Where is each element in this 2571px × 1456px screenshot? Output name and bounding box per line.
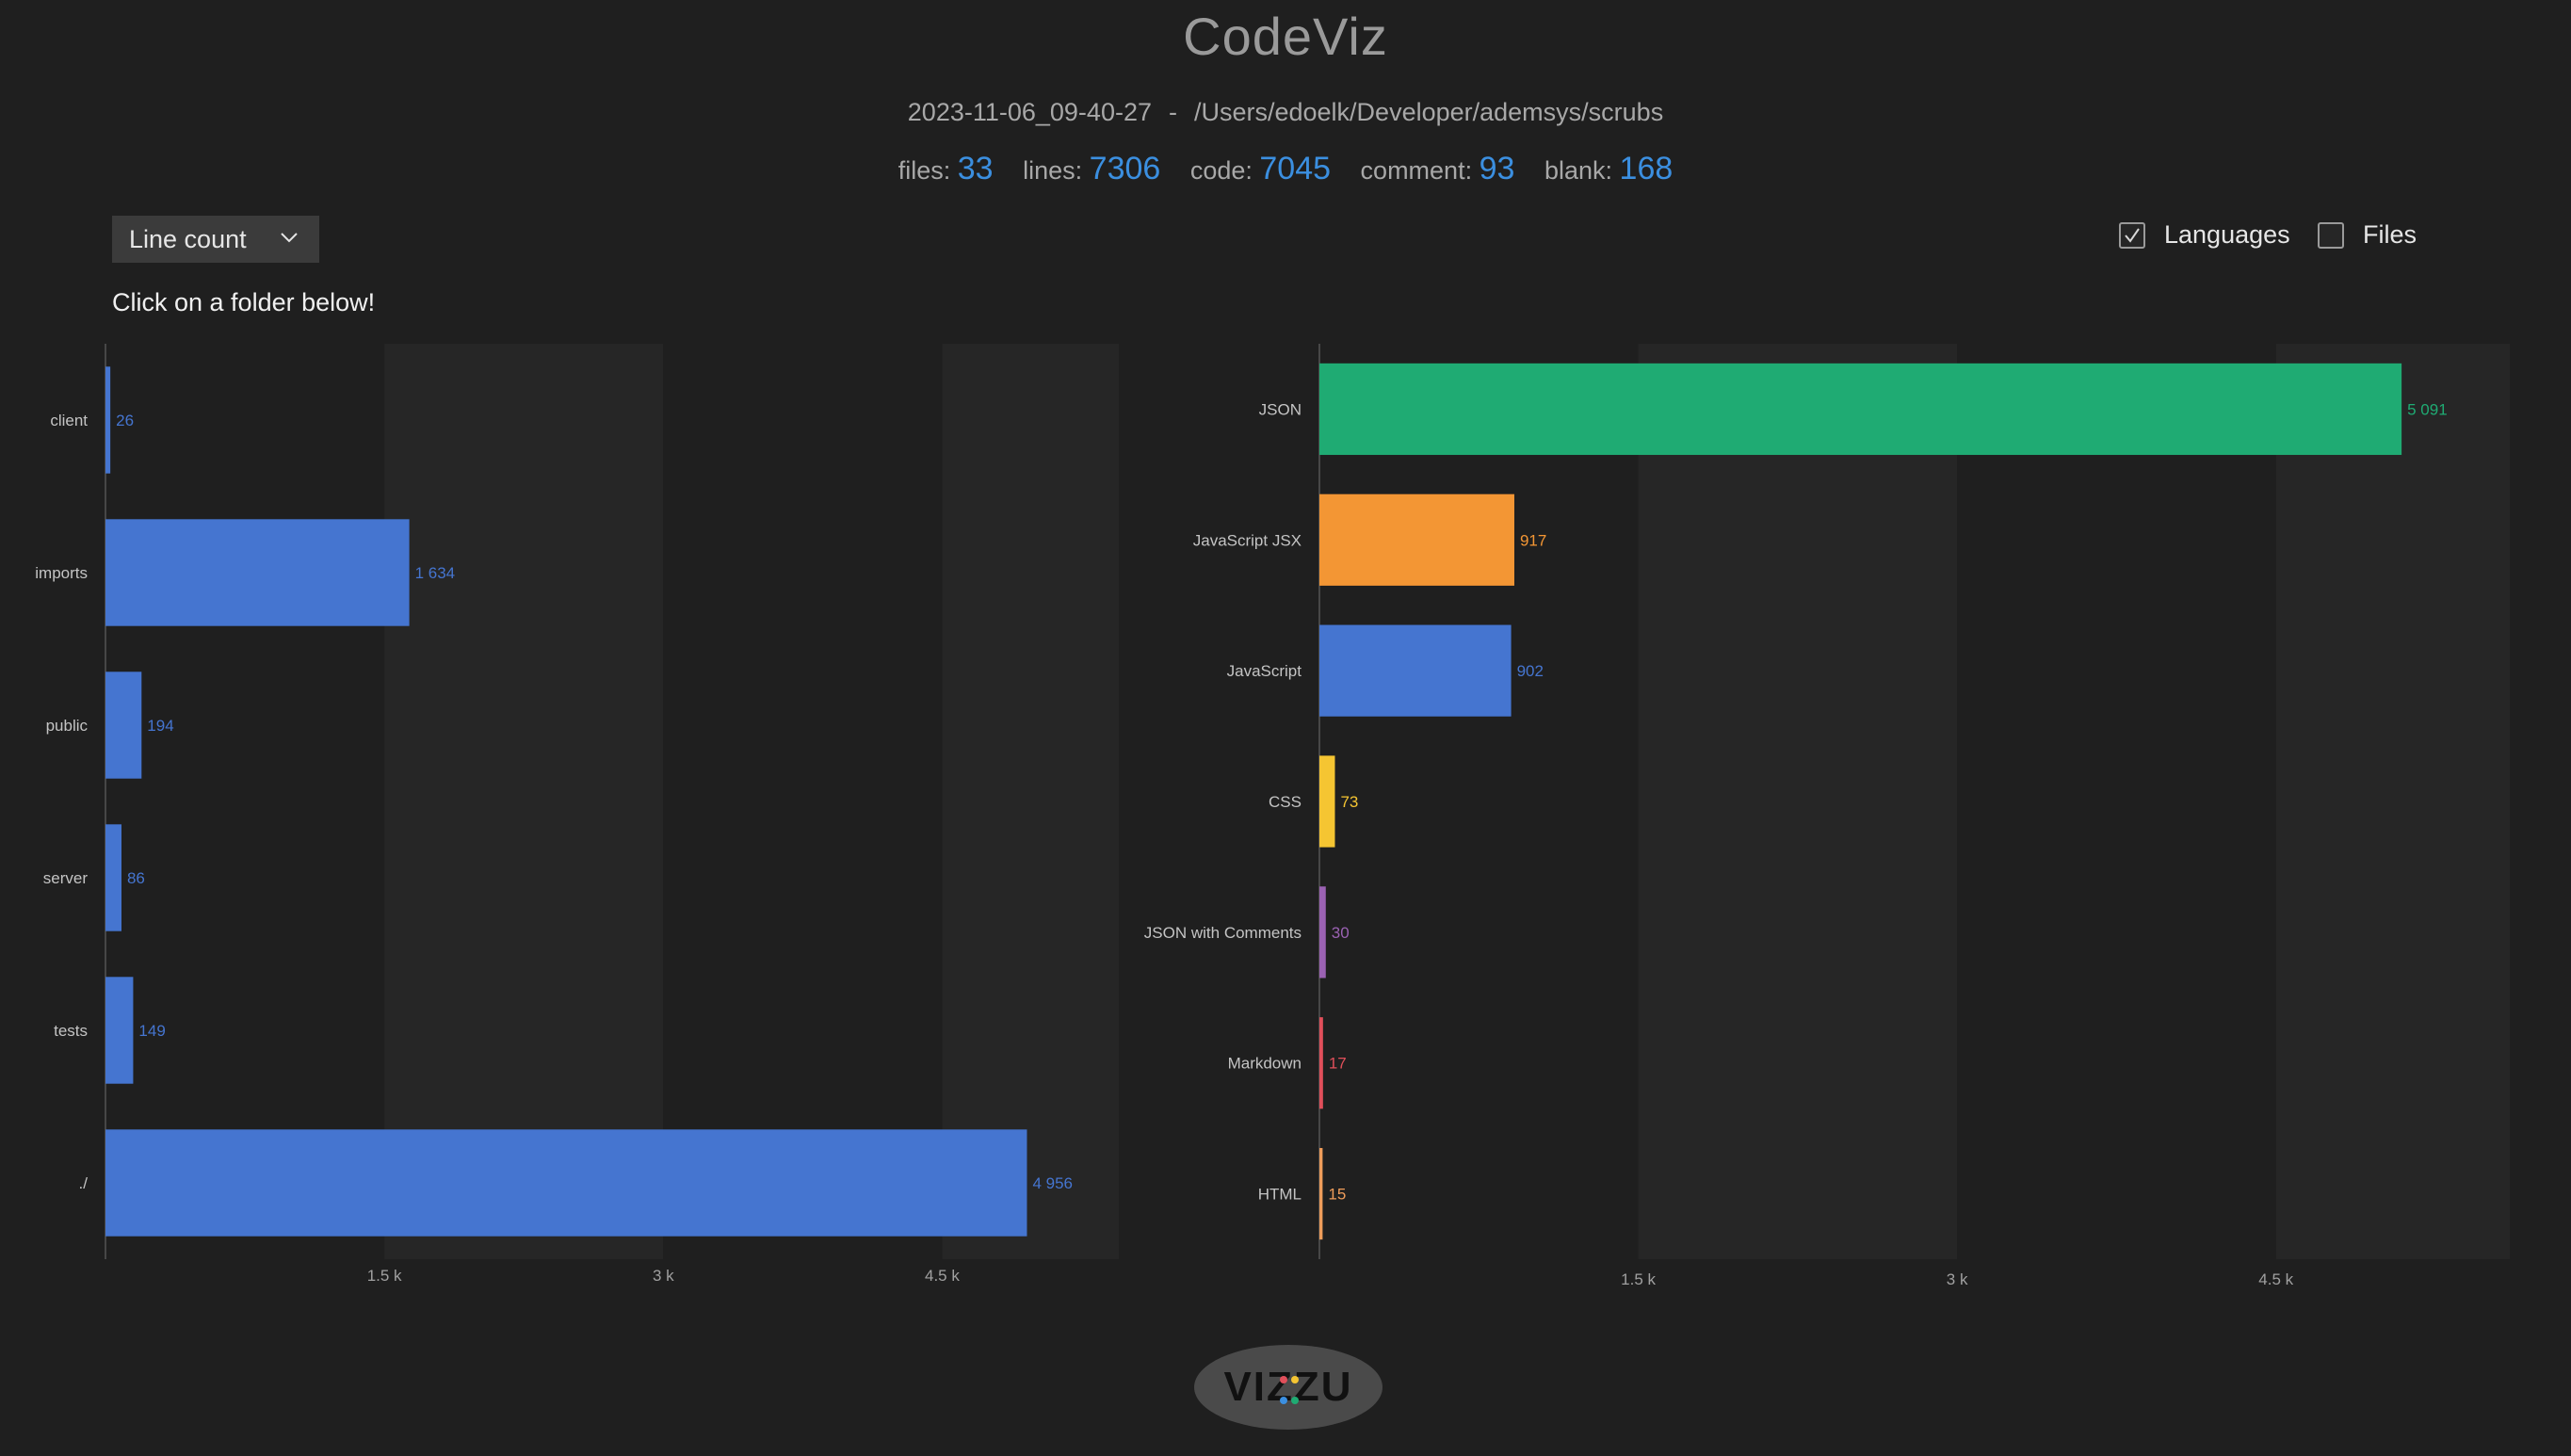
bar-javascript-jsx	[1319, 493, 1514, 586]
grid-band	[942, 344, 1119, 1259]
bar-value-label: 194	[147, 717, 173, 735]
bar-value-label: 1 634	[415, 564, 456, 582]
stat-value: 93	[1479, 151, 1515, 186]
x-tick-label: 1.5 k	[1621, 1270, 1656, 1288]
bar--[interactable]	[105, 1129, 1027, 1237]
stat-value: 168	[1619, 151, 1674, 186]
bar-client[interactable]	[105, 366, 111, 474]
stat-value: 7045	[1259, 151, 1332, 186]
grid-band	[1957, 344, 2276, 1259]
bar-tests[interactable]	[105, 977, 134, 1084]
grid-band	[663, 344, 943, 1259]
bar-value-label: 149	[138, 1022, 165, 1040]
category-label: JavaScript	[1227, 662, 1302, 680]
files-toggle[interactable]: Files	[2318, 220, 2417, 250]
bar-value-label: 902	[1517, 662, 1544, 680]
bar-value-label: 86	[127, 869, 145, 887]
category-label: Markdown	[1228, 1055, 1302, 1073]
bar-json-with-comments	[1319, 886, 1326, 979]
grid-band	[384, 344, 664, 1259]
grid-band	[105, 344, 385, 1259]
languages-label: Languages	[2164, 220, 2290, 249]
grid-band	[1319, 344, 1639, 1259]
bar-public[interactable]	[105, 671, 142, 779]
chevron-down-icon	[281, 233, 298, 243]
x-tick-label: 4.5 k	[2258, 1270, 2293, 1288]
category-label: public	[46, 717, 89, 735]
category-label: ./	[79, 1174, 89, 1192]
hint-text: Click on a folder below!	[112, 288, 376, 316]
x-tick-label: 4.5 k	[925, 1267, 960, 1285]
timestamp: 2023-11-06_09-40-27	[907, 98, 1152, 126]
bar-value-label: 5 091	[2407, 400, 2448, 418]
stat-comment: comment: 93	[1361, 151, 1515, 187]
stats-bar: files: 33 lines: 7306 code: 7045 comment…	[0, 151, 2571, 187]
category-label: server	[43, 869, 89, 887]
languages-checkbox[interactable]	[2119, 221, 2145, 249]
category-label: HTML	[1258, 1186, 1302, 1204]
category-label: imports	[35, 564, 88, 582]
category-label: JavaScript JSX	[1193, 531, 1302, 549]
checkmark-icon	[2125, 227, 2140, 243]
separator: -	[1168, 98, 1177, 126]
x-tick-label: 1.5 k	[367, 1267, 402, 1285]
bar-markdown	[1319, 1017, 1323, 1109]
bar-html	[1319, 1147, 1323, 1240]
bar-value-label: 26	[116, 412, 134, 429]
stat-label: lines:	[1023, 156, 1083, 185]
bar-json	[1319, 363, 2402, 456]
bar-value-label: 15	[1328, 1186, 1346, 1204]
stat-label: comment:	[1360, 156, 1473, 185]
project-info: 2023-11-06_09-40-27-/Users/edoelk/Develo…	[0, 98, 2571, 127]
grid-band	[2275, 344, 2510, 1259]
stat-lines: lines: 7306	[1023, 151, 1160, 187]
bar-javascript	[1319, 624, 1512, 717]
bar-value-label: 73	[1340, 793, 1358, 811]
grid-band	[1638, 344, 1958, 1259]
x-tick-label: 3 k	[653, 1267, 674, 1285]
stat-label: blank:	[1544, 156, 1613, 185]
category-label: JSON	[1259, 400, 1302, 418]
bar-value-label: 4 956	[1032, 1174, 1073, 1192]
bar-imports[interactable]	[105, 519, 410, 626]
stat-code: code: 7045	[1190, 151, 1331, 187]
bar-value-label: 17	[1329, 1055, 1347, 1073]
bar-value-label: 917	[1520, 531, 1546, 549]
stat-label: code:	[1189, 156, 1253, 185]
app-title: CodeViz	[1183, 7, 1388, 66]
project-path: /Users/edoelk/Developer/ademsys/scrubs	[1193, 98, 1664, 126]
languages-toggle[interactable]: Languages	[2119, 220, 2290, 250]
category-label: tests	[54, 1022, 88, 1040]
stat-files: files: 33	[898, 151, 994, 187]
category-label: JSON with Comments	[1144, 924, 1302, 942]
stat-value: 33	[957, 151, 994, 186]
vizzu-logo: VIZZU	[1194, 1345, 1383, 1430]
bar-value-label: 30	[1332, 924, 1350, 942]
metric-select[interactable]: Line count	[112, 216, 319, 263]
stat-value: 7306	[1089, 151, 1161, 186]
stat-blank: blank: 168	[1544, 151, 1673, 187]
category-label: client	[50, 412, 88, 429]
files-checkbox[interactable]	[2318, 221, 2344, 249]
svg-text:VIZZU: VIZZU	[1223, 1364, 1352, 1410]
x-tick-label: 3 k	[1947, 1270, 1968, 1288]
bar-server[interactable]	[105, 824, 121, 931]
stat-label: files:	[897, 156, 951, 185]
metric-select-value: Line count	[129, 224, 247, 253]
bar-css	[1319, 755, 1335, 848]
files-label: Files	[2363, 220, 2417, 249]
category-label: CSS	[1269, 793, 1302, 811]
vizzu-logo-mark: VIZZU	[1223, 1364, 1352, 1410]
